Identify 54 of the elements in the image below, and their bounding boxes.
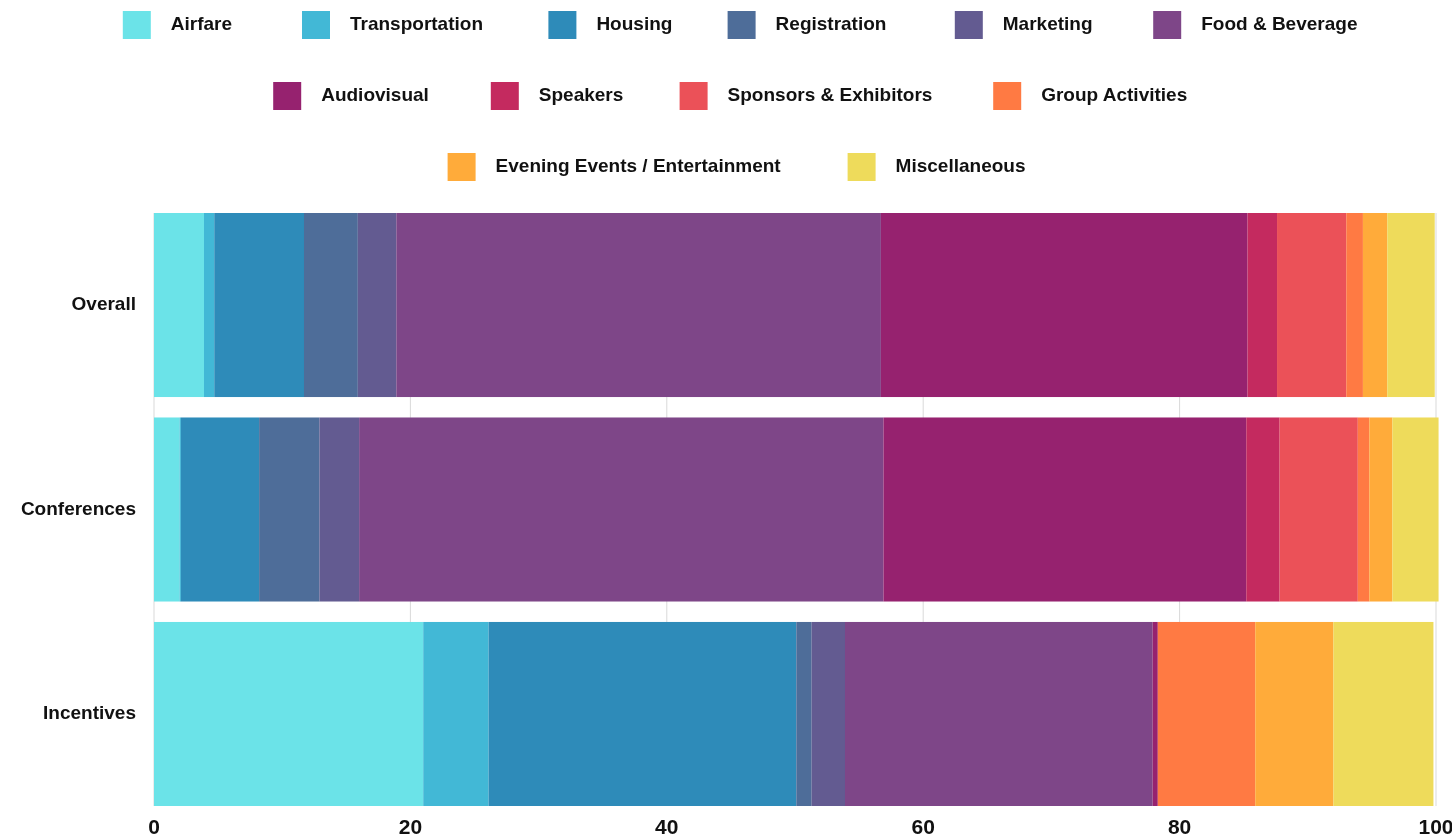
bar bbox=[1369, 417, 1393, 602]
x-tick-label: 80 bbox=[1167, 815, 1192, 834]
x-tick-label: 100 bbox=[1418, 815, 1452, 834]
legend-label: Group Activities bbox=[1041, 84, 1188, 106]
legend-label: Audiovisual bbox=[321, 84, 429, 106]
bar bbox=[1387, 213, 1435, 398]
legend-label: Speakers bbox=[538, 84, 624, 106]
bar bbox=[488, 621, 797, 806]
bar bbox=[259, 417, 320, 602]
bar bbox=[796, 621, 812, 806]
bar bbox=[1357, 417, 1370, 602]
y-tick-label: Overall bbox=[71, 293, 136, 315]
legend-label: Sponsors & Exhibitors bbox=[727, 84, 933, 106]
x-tick-label: 60 bbox=[911, 815, 935, 834]
bar bbox=[396, 213, 881, 398]
y-tick-label: Incentives bbox=[43, 702, 136, 723]
bar bbox=[1392, 417, 1439, 602]
legend-label: Food & Beverage bbox=[1201, 13, 1358, 35]
bar bbox=[1246, 417, 1280, 602]
bar bbox=[811, 621, 845, 806]
bar bbox=[180, 417, 260, 602]
bar bbox=[154, 417, 180, 602]
legend-label: Airfare bbox=[170, 13, 233, 35]
bar bbox=[1157, 621, 1256, 806]
bar bbox=[880, 213, 1248, 398]
bar bbox=[359, 417, 884, 602]
bar bbox=[1333, 621, 1434, 806]
bar bbox=[423, 621, 489, 806]
legend-label: Miscellaneous bbox=[895, 155, 1026, 177]
bar bbox=[883, 417, 1247, 602]
bar bbox=[204, 213, 215, 398]
bar bbox=[1247, 213, 1278, 398]
bar bbox=[1346, 213, 1363, 398]
bar bbox=[303, 213, 358, 398]
bar bbox=[1279, 417, 1358, 602]
bar bbox=[214, 213, 304, 398]
bar bbox=[319, 417, 360, 602]
bar bbox=[154, 213, 204, 398]
bar bbox=[1277, 213, 1347, 398]
x-tick-label: 40 bbox=[655, 815, 679, 834]
bar bbox=[154, 621, 424, 806]
legend-label: Housing bbox=[596, 13, 673, 35]
legend-label: Evening Events / Entertainment bbox=[495, 155, 782, 177]
bar bbox=[1255, 621, 1334, 806]
bar bbox=[845, 621, 1153, 806]
x-tick-label: 20 bbox=[398, 815, 423, 834]
x-tick-label: 0 bbox=[148, 815, 160, 834]
legend-label: Transportation bbox=[350, 13, 484, 35]
bar bbox=[1152, 621, 1158, 806]
y-tick-label: Conferences bbox=[20, 497, 136, 519]
bar bbox=[1362, 213, 1388, 398]
legend-label: Marketing bbox=[1002, 13, 1093, 35]
legend-label: Registration bbox=[775, 13, 887, 35]
bar bbox=[357, 213, 397, 398]
